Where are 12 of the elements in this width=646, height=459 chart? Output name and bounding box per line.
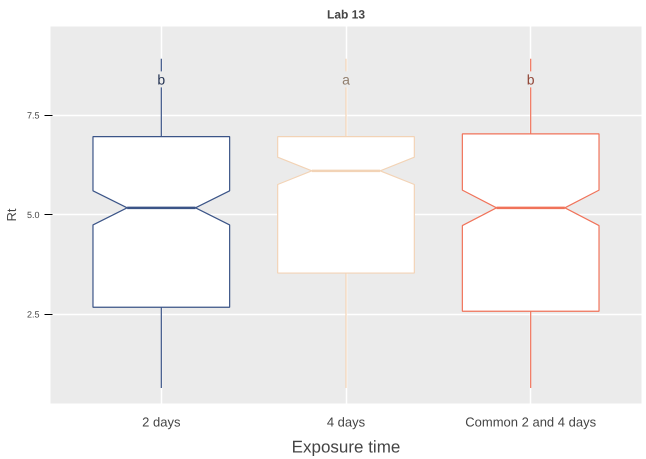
x-tick-label: 2 days — [142, 414, 181, 430]
y-tick-label: 2.5 — [26, 310, 40, 320]
y-axis-title: Rt — [4, 208, 19, 222]
x-axis-title: Exposure time — [292, 438, 400, 456]
x-tick-label: Common 2 and 4 days — [465, 414, 597, 430]
annotation: b — [157, 71, 166, 88]
y-tick-label: 7.5 — [26, 110, 40, 121]
annotation: b — [526, 71, 535, 88]
chart-title: Lab 13 — [326, 8, 366, 22]
annotation: a — [342, 71, 350, 88]
x-tick-label: 4 days — [326, 414, 366, 430]
y-tick-label: 5.0 — [26, 210, 40, 220]
